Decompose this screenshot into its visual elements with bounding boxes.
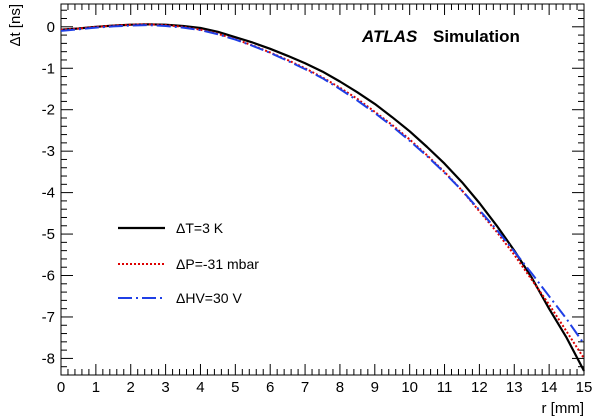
atlas-label: ATLAS Simulation bbox=[361, 27, 520, 46]
y-tick-label: 0 bbox=[47, 19, 55, 36]
series-line bbox=[60, 23, 585, 359]
x-tick-label: 5 bbox=[231, 379, 239, 396]
legend-label: ΔP=-31 mbar bbox=[176, 256, 259, 272]
y-tick-label: -1 bbox=[42, 60, 55, 77]
x-tick-label: 11 bbox=[437, 379, 453, 396]
x-tick-label: 7 bbox=[301, 379, 309, 396]
x-axis-title: r [mm] bbox=[542, 400, 585, 417]
legend-label: ΔT=3 K bbox=[176, 220, 224, 236]
x-tick-label: 8 bbox=[336, 379, 344, 396]
y-tick-label: -6 bbox=[42, 268, 55, 285]
x-tick-label: 3 bbox=[161, 379, 169, 396]
series-group bbox=[60, 23, 585, 372]
y-tick-label: -8 bbox=[42, 350, 55, 367]
x-tick-label: 1 bbox=[92, 379, 100, 396]
y-tick-label: -4 bbox=[42, 185, 55, 202]
x-tick-label: 2 bbox=[127, 379, 135, 396]
y-tick-label: -7 bbox=[42, 309, 55, 326]
x-tick-label: 4 bbox=[196, 379, 204, 396]
y-tick-label: -5 bbox=[42, 226, 55, 243]
series-line bbox=[60, 23, 585, 372]
legend: ΔT=3 K ΔP=-31 mbar ΔHV=30 V bbox=[118, 220, 259, 306]
x-tick-label: 6 bbox=[266, 379, 274, 396]
atlas-label-text: Simulation bbox=[433, 27, 520, 46]
axis-ticks: 0 1 2 3 4 5 6 7 8 9 10 11 12 13 14 150-1-2-3-4-5-6-7-8 bbox=[42, 4, 593, 396]
x-tick-label: 0 bbox=[57, 379, 65, 396]
legend-label: ΔHV=30 V bbox=[176, 290, 242, 306]
y-tick-label: -3 bbox=[42, 143, 55, 160]
x-tick-label: 9 bbox=[371, 379, 379, 396]
x-tick-label: 10 bbox=[401, 379, 418, 396]
plot-frame bbox=[60, 3, 585, 376]
series-line bbox=[60, 24, 585, 345]
y-axis-title: Δt [ns] bbox=[7, 4, 24, 47]
x-tick-label: 15 bbox=[576, 379, 593, 396]
x-tick-label: 14 bbox=[541, 379, 558, 396]
x-tick-label: 13 bbox=[506, 379, 523, 396]
atlas-label-bold: ATLAS bbox=[361, 27, 418, 46]
y-tick-label: -2 bbox=[42, 102, 55, 119]
x-tick-label: 12 bbox=[471, 379, 488, 396]
